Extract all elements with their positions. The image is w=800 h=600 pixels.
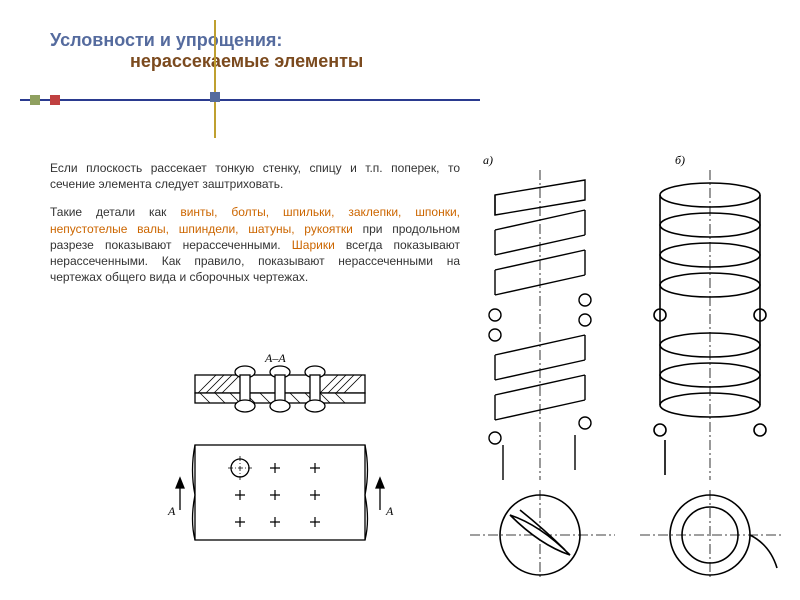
body-text: Если плоскость рассекает тонкую стенку, … (50, 160, 460, 285)
title-decoration (20, 80, 520, 140)
p2-part: Такие детали как (50, 205, 180, 219)
deco-square (210, 92, 220, 102)
assembly-diagram: А–А (140, 350, 420, 560)
paragraph-1: Если плоскость рассекает тонкую стенку, … (50, 160, 460, 192)
p2-highlight: Шарики (292, 238, 335, 252)
spring-label-a: а) (483, 153, 493, 167)
section-label-aa: А–А (264, 351, 286, 365)
deco-square (50, 95, 60, 105)
section-label-left: А (167, 504, 176, 518)
spring-diagram: а) б) (465, 150, 785, 580)
section-plan (193, 445, 368, 540)
section-label-right: А (385, 504, 394, 518)
spring-label-b: б) (675, 153, 685, 167)
spring-b-bottom (670, 495, 777, 575)
deco-square (30, 95, 40, 105)
section-top (195, 366, 365, 412)
paragraph-2: Такие детали как винты, болты, шпильки, … (50, 204, 460, 285)
